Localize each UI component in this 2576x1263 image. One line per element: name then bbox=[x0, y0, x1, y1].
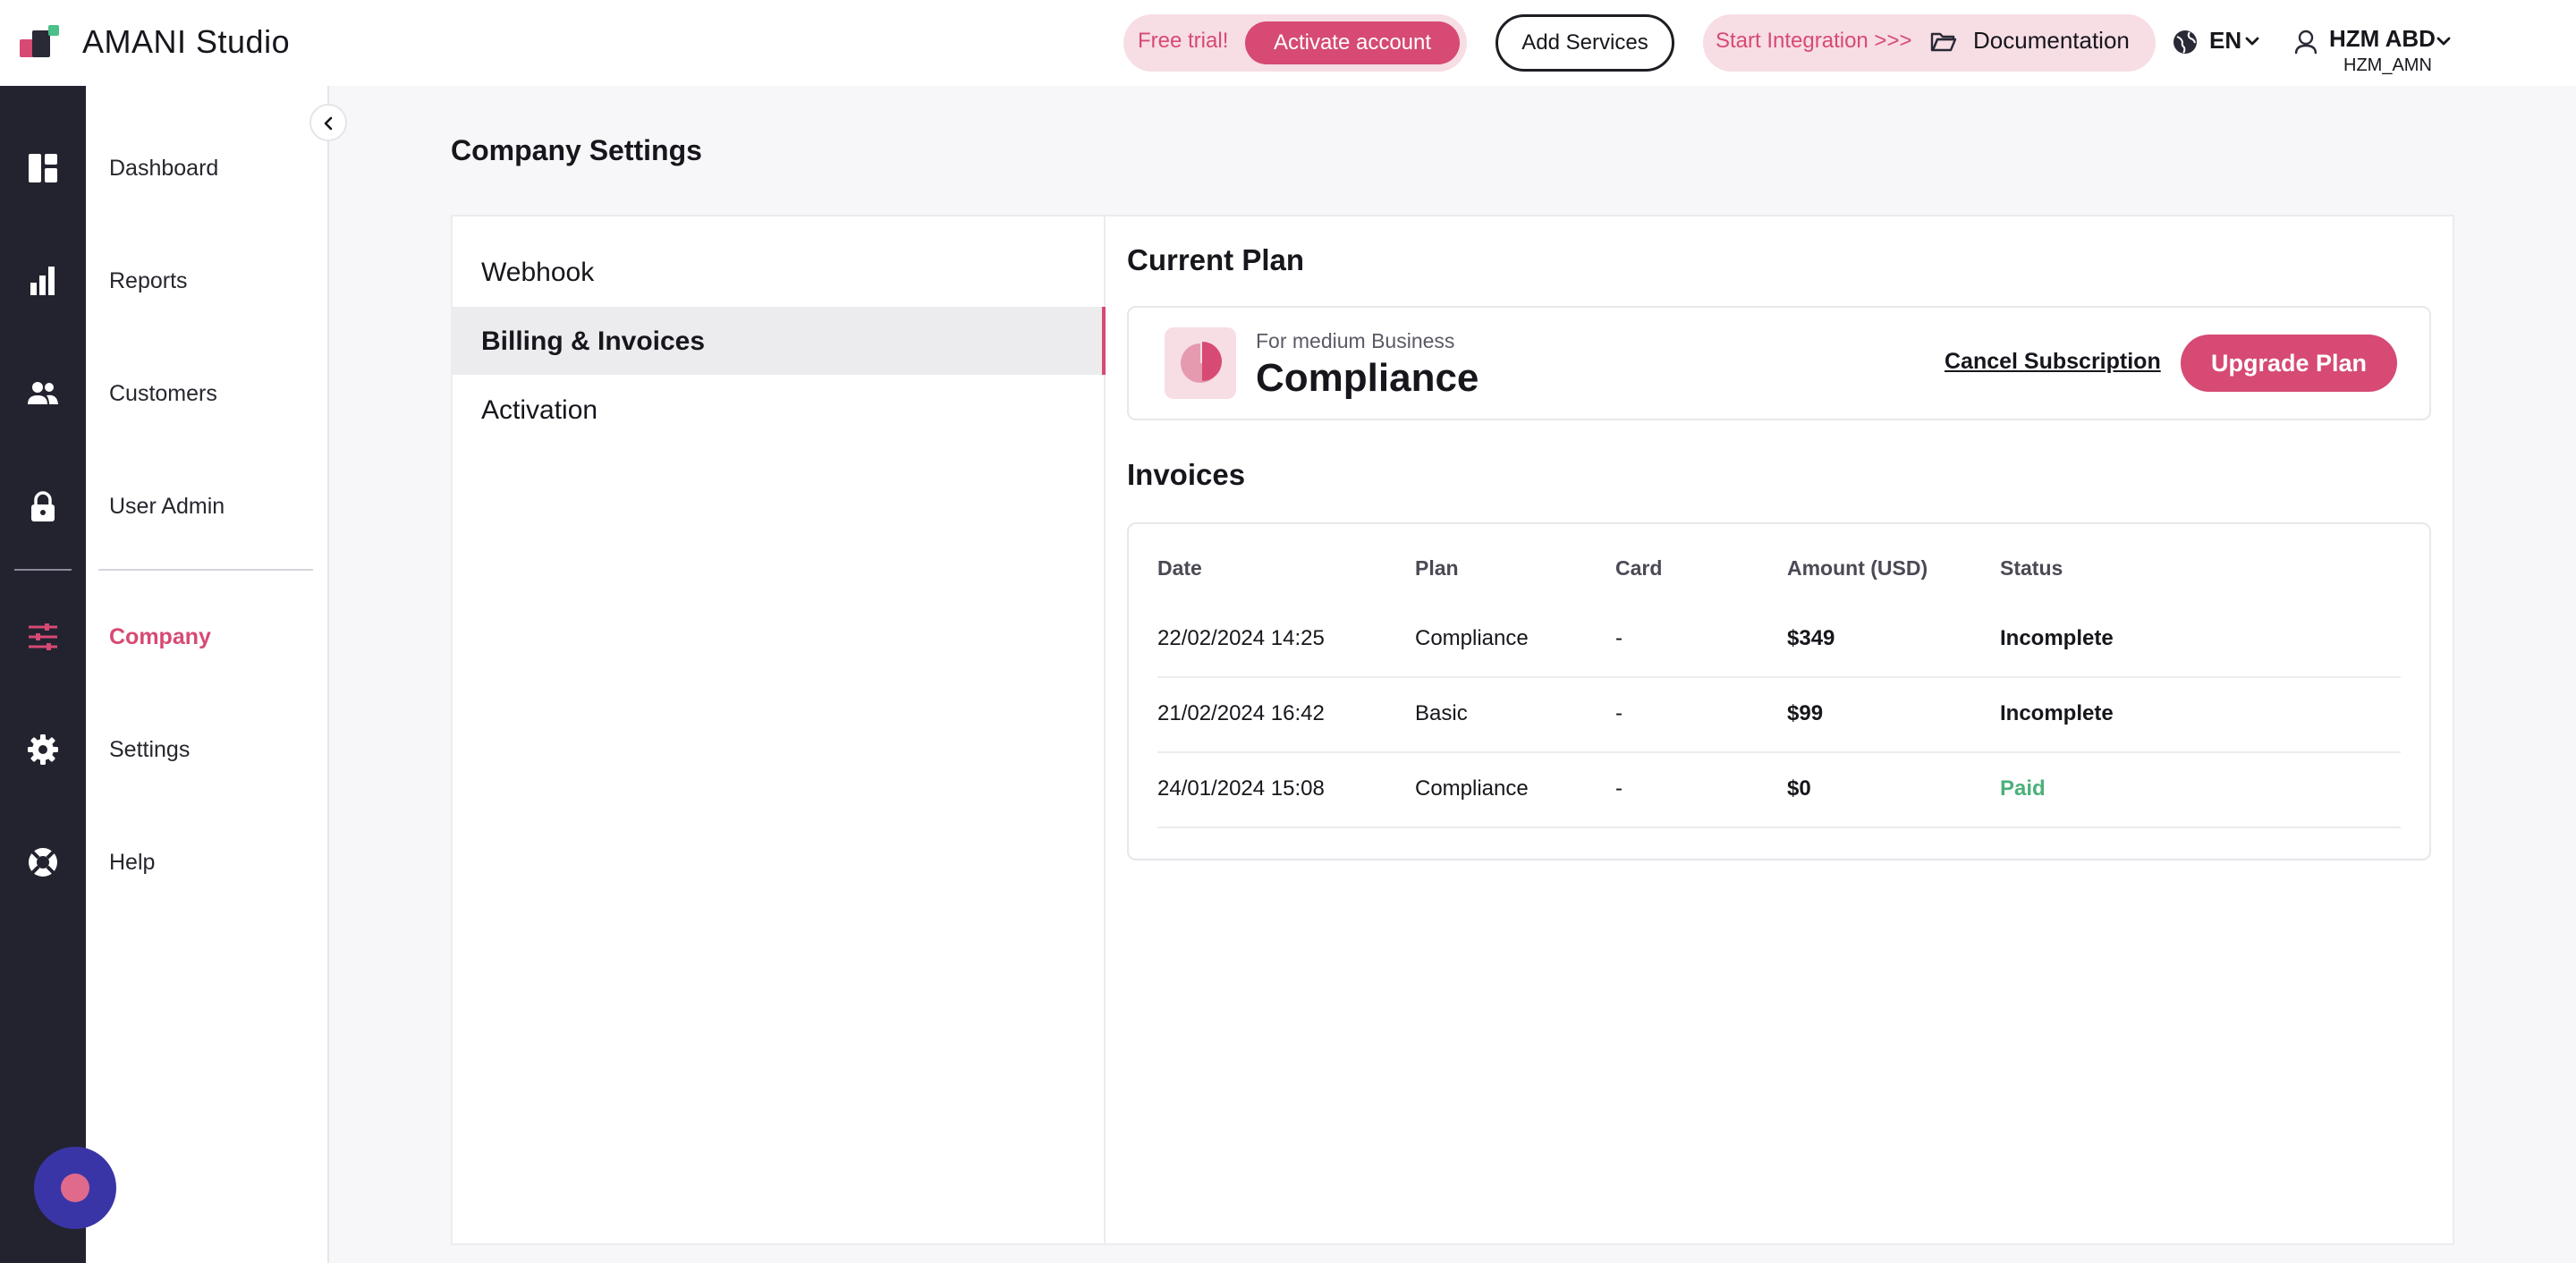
gear-icon[interactable] bbox=[27, 733, 59, 766]
column-header-date: Date bbox=[1157, 556, 1202, 580]
sidebar-item-help[interactable]: Help bbox=[109, 850, 156, 875]
table-row[interactable]: 24/01/2024 15:08 Compliance - $0 Paid bbox=[1157, 753, 2401, 828]
invoice-date: 24/01/2024 15:08 bbox=[1157, 776, 1325, 801]
sidebar-item-user-admin[interactable]: User Admin bbox=[109, 494, 225, 519]
table-row[interactable]: 21/02/2024 16:42 Basic - $99 Incomplete bbox=[1157, 678, 2401, 753]
tab-activation-label: Activation bbox=[481, 395, 598, 425]
sidebar-item-reports[interactable]: Reports bbox=[109, 268, 188, 293]
column-header-plan: Plan bbox=[1415, 556, 1459, 580]
settings-tabs bbox=[451, 215, 1106, 1245]
current-plan-box: For medium Business Compliance Cancel Su… bbox=[1127, 306, 2431, 420]
sidebar-item-customers[interactable]: Customers bbox=[109, 381, 217, 406]
documentation-link[interactable]: Documentation bbox=[1973, 27, 2130, 54]
rail-divider bbox=[14, 569, 72, 571]
invoice-date: 21/02/2024 16:42 bbox=[1157, 701, 1325, 725]
invoice-plan: Compliance bbox=[1415, 776, 1529, 801]
invoices-title: Invoices bbox=[1127, 458, 1246, 491]
invoice-card: - bbox=[1615, 776, 1623, 801]
sidebar-item-dashboard[interactable]: Dashboard bbox=[109, 156, 219, 181]
activate-account-button[interactable]: Activate account bbox=[1245, 21, 1460, 64]
plan-icon-tile bbox=[1165, 327, 1236, 399]
tab-billing-invoices[interactable]: Billing & Invoices bbox=[453, 307, 1106, 375]
top-bar: AMANI Studio Free trial! Activate accoun… bbox=[0, 0, 2576, 86]
invoice-amount: $0 bbox=[1787, 776, 1811, 801]
invoice-card: - bbox=[1615, 701, 1623, 725]
invoice-amount: $99 bbox=[1787, 701, 1824, 725]
sidebar-menu bbox=[86, 86, 329, 1263]
folder-open-icon bbox=[1930, 32, 1957, 52]
current-plan-title: Current Plan bbox=[1127, 243, 1305, 276]
integration-pill[interactable] bbox=[1703, 14, 2156, 72]
upgrade-plan-button[interactable]: Upgrade Plan bbox=[2181, 335, 2397, 392]
chevron-left-icon bbox=[324, 116, 333, 131]
sidebar-item-settings[interactable]: Settings bbox=[109, 737, 191, 762]
invoice-date: 22/02/2024 14:25 bbox=[1157, 626, 1325, 650]
tab-webhook-label: Webhook bbox=[481, 258, 595, 287]
tab-activation[interactable]: Activation bbox=[453, 376, 1104, 444]
user-icon[interactable] bbox=[2293, 29, 2318, 55]
pie-chart-icon bbox=[1181, 342, 1222, 383]
tab-webhook[interactable]: Webhook bbox=[453, 238, 1104, 306]
table-row[interactable]: 22/02/2024 14:25 Compliance - $349 Incom… bbox=[1157, 603, 2401, 678]
sidebar-item-company[interactable]: Company bbox=[109, 624, 211, 649]
dashboard-icon[interactable] bbox=[27, 152, 59, 184]
collapse-sidebar-button[interactable] bbox=[309, 104, 347, 141]
invoice-amount: $349 bbox=[1787, 626, 1835, 650]
user-menu-chevron-icon[interactable] bbox=[2435, 32, 2453, 50]
chat-icon bbox=[61, 1174, 89, 1202]
invoices-table: Date Plan Card Amount (USD) Status 22/02… bbox=[1127, 522, 2431, 860]
tab-billing-label: Billing & Invoices bbox=[481, 326, 706, 356]
lock-icon[interactable] bbox=[27, 490, 59, 522]
column-header-amount: Amount (USD) bbox=[1787, 556, 1928, 580]
column-header-status: Status bbox=[2000, 556, 2063, 580]
chat-widget-button[interactable] bbox=[34, 1147, 116, 1229]
bar-chart-icon[interactable] bbox=[27, 265, 59, 297]
start-integration-link[interactable]: Start Integration >>> bbox=[1716, 29, 1912, 53]
sliders-icon[interactable] bbox=[27, 621, 59, 653]
users-icon[interactable] bbox=[27, 377, 59, 410]
globe-icon[interactable] bbox=[2172, 29, 2199, 55]
invoice-status: Incomplete bbox=[2000, 701, 2114, 725]
icon-rail bbox=[0, 86, 86, 1263]
invoice-card: - bbox=[1615, 626, 1623, 650]
add-services-button[interactable]: Add Services bbox=[1496, 14, 1674, 72]
chevron-down-icon[interactable] bbox=[2243, 32, 2261, 50]
brand-name[interactable]: AMANI Studio bbox=[82, 23, 291, 60]
plan-subtitle: For medium Business bbox=[1256, 329, 1455, 352]
page-title: Company Settings bbox=[451, 134, 702, 166]
column-header-card: Card bbox=[1615, 556, 1663, 580]
invoice-status-paid: Paid bbox=[2000, 776, 2046, 801]
invoice-status: Incomplete bbox=[2000, 626, 2114, 650]
amani-logo-icon[interactable] bbox=[20, 25, 61, 61]
plan-name: Compliance bbox=[1256, 356, 1479, 400]
lifebuoy-icon[interactable] bbox=[27, 846, 59, 878]
invoice-plan: Compliance bbox=[1415, 626, 1529, 650]
language-selector[interactable]: EN bbox=[2209, 27, 2242, 54]
menu-divider bbox=[98, 569, 313, 571]
cancel-subscription-link[interactable]: Cancel Subscription bbox=[1945, 349, 2161, 374]
free-trial-label: Free trial! bbox=[1138, 29, 1229, 53]
user-name[interactable]: HZM ABD bbox=[2329, 25, 2436, 52]
user-handle: HZM_AMN bbox=[2343, 55, 2432, 75]
invoice-plan: Basic bbox=[1415, 701, 1468, 725]
